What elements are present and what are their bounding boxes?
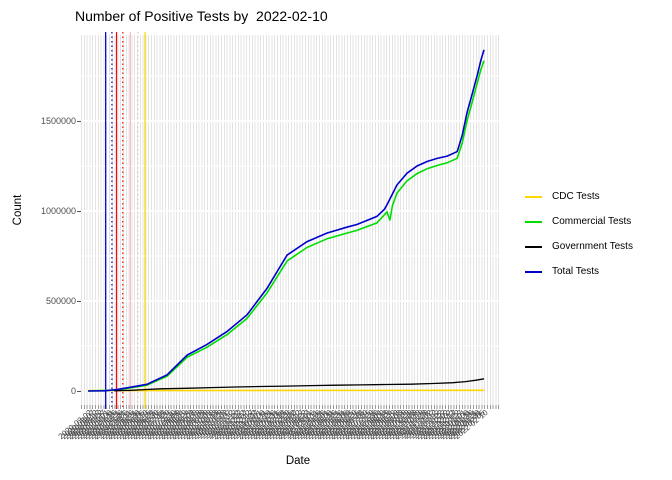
y-gridline-minor bbox=[81, 75, 499, 77]
legend-key-line bbox=[525, 245, 542, 248]
y-tick-label: 1500000 bbox=[40, 116, 76, 126]
y-tick-mark bbox=[77, 301, 81, 302]
legend-key-line bbox=[525, 270, 542, 273]
plot-lines bbox=[88, 32, 485, 409]
y-gridline-minor bbox=[81, 255, 499, 257]
legend-item-commercial-tests: Commercial Tests bbox=[525, 209, 633, 234]
x-axis-ticks bbox=[81, 405, 499, 409]
y-gridline-major bbox=[81, 120, 499, 122]
legend-label: CDC Tests bbox=[552, 191, 600, 202]
series-line-government-tests bbox=[114, 378, 485, 392]
x-axis-title: Date bbox=[285, 455, 311, 467]
y-axis-title: Count bbox=[12, 194, 24, 226]
series-line-commercial-tests bbox=[88, 60, 485, 392]
y-gridline-minor bbox=[81, 345, 499, 347]
legend-label: Total Tests bbox=[552, 266, 600, 277]
legend-label: Commercial Tests bbox=[552, 216, 632, 227]
legend-item-cdc-tests: CDC Tests bbox=[525, 184, 633, 209]
series-line-total-tests bbox=[88, 49, 485, 392]
y-gridline-major bbox=[81, 210, 499, 212]
plot-panel bbox=[81, 32, 499, 409]
legend-label: Government Tests bbox=[552, 241, 633, 252]
legend-key-line bbox=[525, 195, 542, 198]
y-gridline-major bbox=[81, 300, 499, 302]
chart-title: Number of Positive Tests by 2022-02-10 bbox=[75, 8, 328, 24]
y-tick-label: 500000 bbox=[45, 296, 76, 306]
legend-item-total-tests: Total Tests bbox=[525, 259, 633, 284]
legend-key-line bbox=[525, 220, 542, 223]
y-tick-mark bbox=[77, 121, 81, 122]
y-tick-mark bbox=[77, 391, 81, 392]
y-gridline-minor bbox=[81, 165, 499, 167]
y-tick-mark bbox=[77, 211, 81, 212]
legend-item-government-tests: Government Tests bbox=[525, 234, 633, 259]
y-tick-label: 0 bbox=[70, 386, 76, 396]
legend: CDC Tests Commercial Tests Government Test… bbox=[525, 184, 633, 284]
y-tick-label: 1000000 bbox=[40, 206, 76, 216]
